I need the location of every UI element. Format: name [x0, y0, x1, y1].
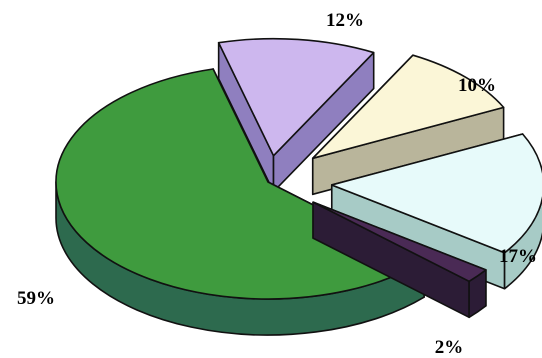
slice-12pct	[217, 37, 375, 193]
slice-label-59pct: 59%	[17, 288, 55, 309]
slice-10pct	[311, 54, 505, 196]
pie-slices	[55, 37, 542, 336]
slice-label-2pct: 2%	[435, 337, 464, 358]
slice-label-10pct: 10%	[458, 75, 496, 96]
pie-labels: 12% 10% 17% 2% 59%	[17, 10, 537, 358]
slice-label-12pct: 12%	[326, 10, 364, 31]
slice-2pct	[312, 201, 487, 319]
slice-label-17pct: 17%	[499, 246, 537, 267]
